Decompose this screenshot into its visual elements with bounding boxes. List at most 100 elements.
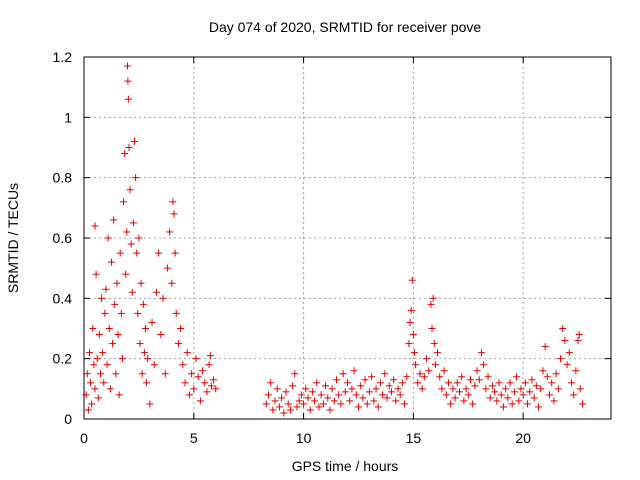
- data-point: [110, 216, 118, 224]
- data-point: [122, 270, 130, 278]
- data-point: [543, 373, 551, 381]
- data-point: [412, 361, 420, 369]
- y-tick-label: 1.2: [53, 49, 73, 65]
- data-point: [300, 400, 308, 408]
- data-point: [273, 385, 281, 393]
- data-point: [436, 373, 444, 381]
- data-point: [91, 222, 99, 230]
- data-point: [275, 403, 283, 411]
- data-point: [87, 379, 95, 387]
- data-point: [114, 331, 122, 339]
- data-point: [135, 234, 143, 242]
- data-point: [486, 394, 494, 402]
- data-point: [93, 355, 101, 363]
- data-point: [502, 385, 510, 393]
- data-point: [495, 379, 503, 387]
- data-point: [462, 385, 470, 393]
- data-point: [89, 325, 97, 332]
- data-point: [423, 355, 431, 363]
- data-point: [532, 382, 540, 390]
- x-tick-labels: 0 5 10 15 20: [80, 430, 531, 446]
- data-point: [416, 370, 424, 378]
- data-point: [264, 391, 272, 399]
- data-point: [328, 385, 336, 393]
- data-point: [570, 391, 578, 399]
- data-point: [140, 349, 148, 357]
- data-point: [146, 400, 154, 408]
- data-point: [372, 385, 380, 393]
- data-point: [212, 385, 220, 393]
- data-point: [302, 385, 310, 393]
- x-tick-label: 5: [190, 430, 198, 446]
- data-point: [482, 385, 490, 393]
- data-point: [572, 367, 580, 375]
- data-point: [304, 394, 312, 402]
- x-tick-label: 0: [80, 430, 88, 446]
- data-point: [168, 279, 176, 287]
- data-point: [172, 309, 180, 317]
- data-point: [286, 406, 294, 414]
- x-axis-label: GPS time / hours: [292, 458, 399, 474]
- data-point: [267, 379, 275, 387]
- data-point: [526, 388, 534, 396]
- data-point: [141, 325, 149, 332]
- data-point: [106, 385, 114, 393]
- data-point: [123, 62, 131, 70]
- data-point: [207, 382, 215, 390]
- data-point: [420, 373, 428, 381]
- data-point: [330, 397, 338, 405]
- data-point: [125, 144, 133, 151]
- data-point: [311, 397, 319, 405]
- data-point: [370, 397, 378, 405]
- data-point: [346, 397, 354, 405]
- data-point: [177, 325, 185, 332]
- data-point: [401, 400, 409, 408]
- data-point: [458, 373, 466, 381]
- data-point: [352, 391, 360, 399]
- data-point: [169, 198, 177, 206]
- data-point: [567, 379, 575, 387]
- data-point: [99, 349, 107, 357]
- data-point: [102, 285, 110, 293]
- data-point: [363, 400, 371, 408]
- data-point: [392, 397, 400, 405]
- data-point: [85, 349, 93, 357]
- data-point: [537, 385, 545, 393]
- data-point: [451, 394, 459, 402]
- data-point: [524, 400, 532, 408]
- data-point: [131, 137, 139, 145]
- data-point: [578, 400, 586, 408]
- data-point: [541, 343, 549, 351]
- data-point: [117, 309, 125, 317]
- data-point: [447, 400, 455, 408]
- data-point: [143, 379, 151, 387]
- data-point: [449, 385, 457, 393]
- plot-frame: [83, 56, 612, 420]
- data-point: [171, 249, 179, 257]
- data-point: [552, 370, 560, 378]
- data-point: [92, 270, 100, 278]
- data-point: [559, 325, 567, 332]
- y-tick-label: 0.2: [53, 351, 73, 367]
- data-point: [271, 397, 279, 405]
- data-point: [550, 397, 558, 405]
- data-point: [387, 388, 395, 396]
- data-point: [484, 373, 492, 381]
- y-tick-label: 0.6: [53, 230, 73, 246]
- data-point: [379, 391, 387, 399]
- data-point: [394, 385, 402, 393]
- data-point: [403, 373, 411, 381]
- data-point: [157, 331, 165, 339]
- data-point: [269, 406, 277, 414]
- data-point: [515, 397, 523, 405]
- data-point: [183, 349, 191, 357]
- data-point: [205, 361, 213, 369]
- data-point: [94, 394, 102, 402]
- data-point: [280, 409, 288, 417]
- data-point: [554, 385, 562, 393]
- data-point: [471, 382, 479, 390]
- data-point: [374, 403, 382, 411]
- data-point: [488, 382, 496, 390]
- data-point: [138, 370, 146, 378]
- data-point: [161, 370, 169, 378]
